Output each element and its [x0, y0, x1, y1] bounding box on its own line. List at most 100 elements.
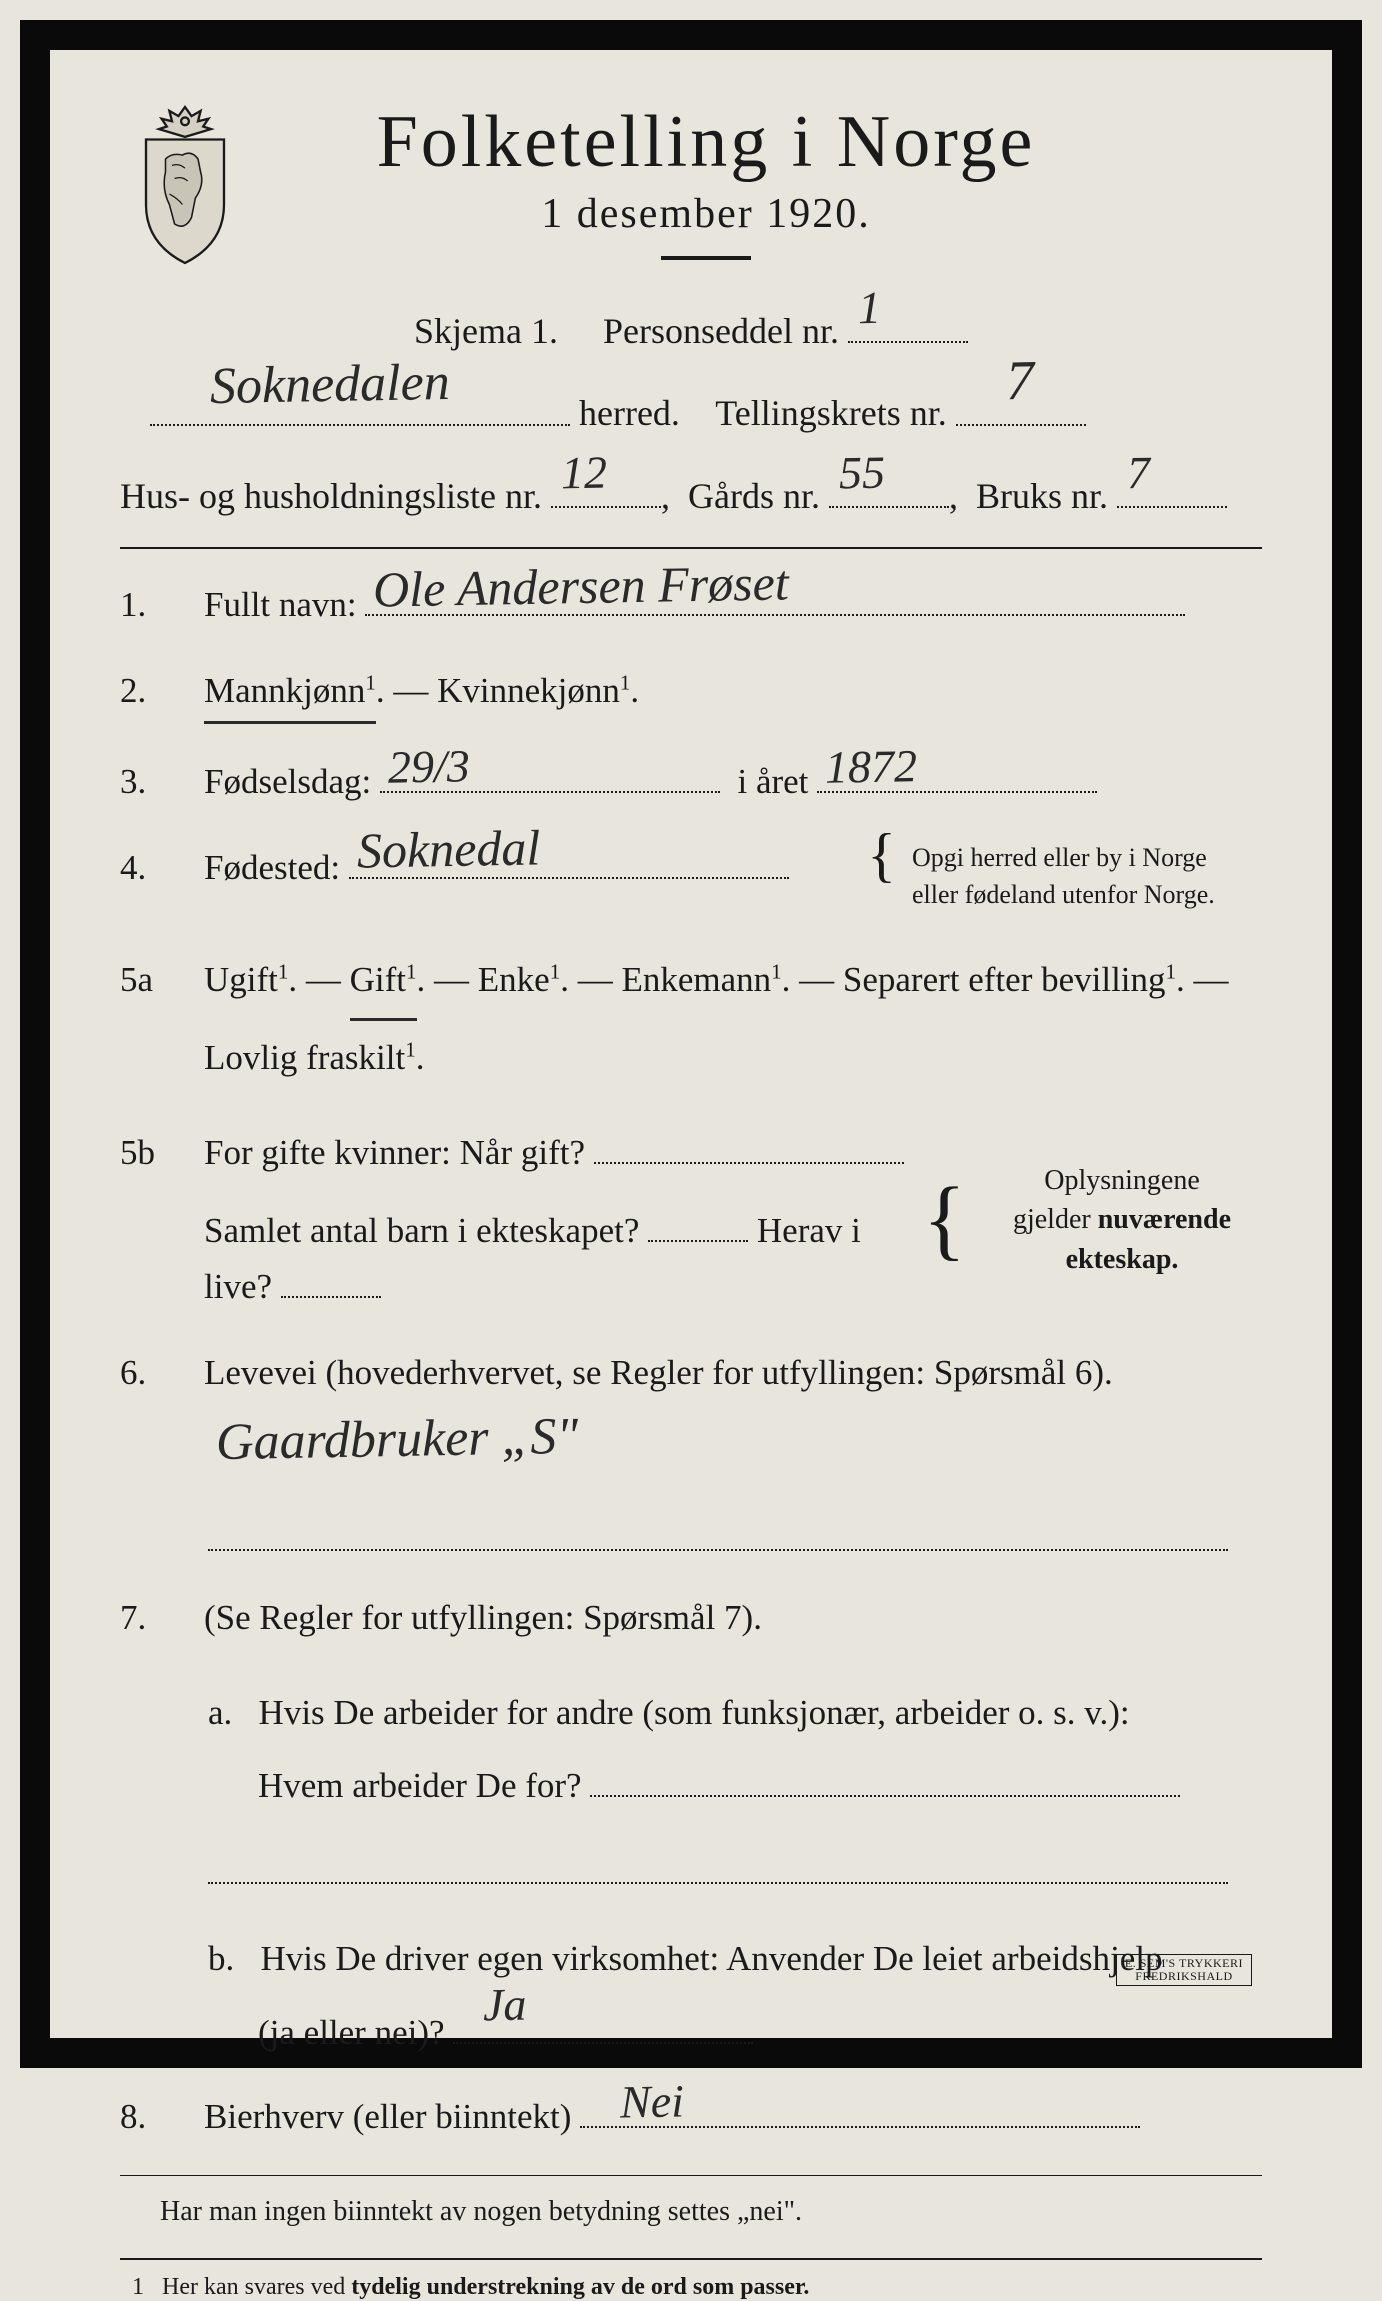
herred-label: herred. — [579, 394, 680, 434]
q6-value-line: Gaardbruker „S" — [120, 1431, 1262, 1491]
footnote-text: Her kan svares ved — [162, 2274, 351, 2300]
q7-label: (Se Regler for utfyllingen: Spørsmål 7). — [204, 1598, 762, 1637]
q1-num: 1. — [120, 577, 192, 633]
printer-line1: E. SEM'S TRYKKERI — [1125, 1956, 1243, 1970]
brace-icon: { — [867, 840, 896, 870]
q6-value: Gaardbruker „S" — [215, 1392, 579, 1487]
q6-label: Levevei (hovederhvervet, se Regler for u… — [204, 1353, 1113, 1392]
q4-label: Fødested: — [204, 848, 340, 887]
q7-row: 7. (Se Regler for utfyllingen: Spørsmål … — [120, 1590, 1262, 1646]
q4-note-line1: Opgi herred eller by i Norge — [912, 843, 1207, 872]
q8-field: Nei — [580, 2093, 1140, 2128]
personseddel-nr-value: 1 — [857, 269, 881, 348]
hus-nr-value: 12 — [560, 433, 607, 512]
q5b-note3: ekteskap. — [1066, 1244, 1179, 1275]
tellingskrets-value: 7 — [1005, 334, 1035, 430]
q7a-line1: Hvis De arbeider for andre (som funksjon… — [259, 1693, 1130, 1732]
q5b-note2: gjelder — [1013, 1204, 1098, 1235]
q7a-line2: Hvem arbeider De for? — [208, 1766, 582, 1805]
printer-mark: E. SEM'S TRYKKERI FREDRIKSHALD — [1116, 1954, 1252, 1986]
q5b-gift-field — [594, 1129, 904, 1164]
tellingskrets-field: 7 — [956, 382, 1086, 425]
q7a-blank-field — [208, 1849, 1228, 1884]
q5b-note1: Oplysningene — [1044, 1165, 1200, 1196]
hus-nr-field: 12 — [551, 465, 661, 508]
q6-row: 6. Levevei (hovederhvervet, se Regler fo… — [120, 1345, 1262, 1401]
q2-kvinne: Kvinnekjønn1 — [437, 671, 630, 710]
q6-field: Gaardbruker „S" — [208, 1437, 1228, 1472]
q5b-live-field — [281, 1263, 381, 1298]
title-block: Folketelling i Norge 1 desember 1920. — [280, 100, 1262, 290]
q2-mann: Mannkjønn1 — [204, 663, 376, 724]
q7a-block: a. Hvis De arbeider for andre (som funks… — [120, 1676, 1262, 1823]
q5b-note2b: nuværende — [1098, 1204, 1231, 1235]
q1-label: Fullt navn: — [204, 585, 357, 624]
census-form-page: Folketelling i Norge 1 desember 1920. Sk… — [20, 20, 1362, 2068]
bruks-nr-value: 7 — [1126, 434, 1150, 513]
bottom-rule — [120, 2175, 1262, 2176]
q2-row: 2. Mannkjønn1. — Kvinnekjønn1. — [120, 663, 1262, 724]
main-title: Folketelling i Norge — [280, 100, 1132, 185]
meta-line-3: Hus- og husholdningsliste nr. 12 , Gårds… — [120, 465, 1262, 527]
q7b-line2-label: (ja eller nei)? — [208, 2013, 445, 2052]
q3-label: Fødselsdag: — [204, 762, 371, 801]
q2-num: 2. — [120, 663, 192, 719]
q5b-line2a: Samlet antal barn i ekteskapet? — [204, 1211, 639, 1250]
q2-dash: — — [393, 671, 437, 710]
q4-row: 4. Fødested: Soknedal { Opgi herred elle… — [120, 840, 1262, 913]
title-divider — [661, 256, 751, 260]
q3-year-field: 1872 — [817, 758, 1097, 793]
personseddel-label: Personseddel nr. — [603, 311, 839, 351]
q5a-ugift: Ugift1 — [204, 960, 288, 999]
brace-icon-2: { — [923, 1197, 966, 1242]
q7b-num: b. — [208, 1939, 234, 1978]
q6-num: 6. — [120, 1345, 192, 1401]
q5a-enkemann: Enkemann1 — [621, 960, 781, 999]
q3-row: 3. Fødselsdag: 29/3 i året 1872 — [120, 754, 1262, 810]
q4-value: Soknedal — [356, 808, 541, 891]
q7b-block: b. Hvis De driver egen virksomhet: Anven… — [120, 1922, 1262, 2069]
bottom-note: Har man ingen biinntekt av nogen betydni… — [120, 2196, 1262, 2228]
footnote-divider — [120, 2258, 1262, 2260]
printer-line2: FREDRIKSHALD — [1135, 1969, 1232, 1983]
herred-field: Soknedalen — [150, 382, 570, 425]
personseddel-nr-field: 1 — [848, 300, 968, 343]
q6-blank-line — [120, 1510, 1262, 1570]
q5b-note: Oplysningene gjelder nuværende ekteskap. — [982, 1161, 1262, 1279]
q4-field: Soknedal — [349, 844, 789, 879]
q8-num: 8. — [120, 2089, 192, 2145]
q8-row: 8. Bierhverv (eller biinntekt) Nei — [120, 2089, 1262, 2145]
bruks-label: Bruks nr. — [976, 476, 1108, 516]
q4-num: 4. — [120, 840, 192, 896]
q7b-field: Ja — [453, 2009, 753, 2044]
q3-num: 3. — [120, 754, 192, 810]
q5a-separert: Separert efter bevilling1 — [843, 960, 1176, 999]
hus-label: Hus- og husholdningsliste nr. — [120, 476, 542, 516]
q3-year-value: 1872 — [825, 729, 918, 804]
q7a-num: a. — [208, 1693, 232, 1732]
q7-num: 7. — [120, 1590, 192, 1646]
q7b-line1: Hvis De driver egen virksomhet: Anvender… — [261, 1939, 1163, 1978]
q4-note: Opgi herred eller by i Norge eller fødel… — [912, 840, 1262, 913]
q1-value: Ole Andersen Frøset — [373, 543, 790, 630]
q5a-fraskilt: Lovlig fraskilt1 — [204, 1038, 416, 1077]
bruks-nr-field: 7 — [1117, 465, 1227, 508]
gards-nr-field: 55 — [829, 465, 949, 508]
q1-row: 1. Fullt navn: Ole Andersen Frøset — [120, 577, 1262, 633]
q5a-num: 5a — [120, 952, 192, 1008]
q5b-line1-label: For gifte kvinner: Når gift? — [204, 1133, 585, 1172]
q3-year-label: i året — [737, 762, 808, 801]
q4-note-line2: eller fødeland utenfor Norge. — [912, 880, 1215, 909]
q5a-gift: Gift1 — [350, 943, 417, 1022]
q5a-row: 5a Ugift1. — Gift1. — Enke1. — Enkemann1… — [120, 943, 1262, 1095]
q6-blank-field — [208, 1516, 1228, 1551]
footnote: 1 Her kan svares ved tydelig understrekn… — [120, 2274, 1262, 2301]
footnote-bold: tydelig understrekning av de ord som pas… — [351, 2274, 809, 2300]
gards-nr-value: 55 — [838, 433, 885, 512]
herred-value: Soknedalen — [209, 339, 450, 432]
q5b-barn-field — [648, 1207, 748, 1242]
footnote-marker: 1 — [132, 2274, 144, 2300]
q5b-row: 5b For gifte kvinner: Når gift? Samlet a… — [120, 1125, 1262, 1315]
q8-label: Bierhverv (eller biinntekt) — [204, 2097, 571, 2136]
q1-field: Ole Andersen Frøset — [365, 581, 1185, 616]
